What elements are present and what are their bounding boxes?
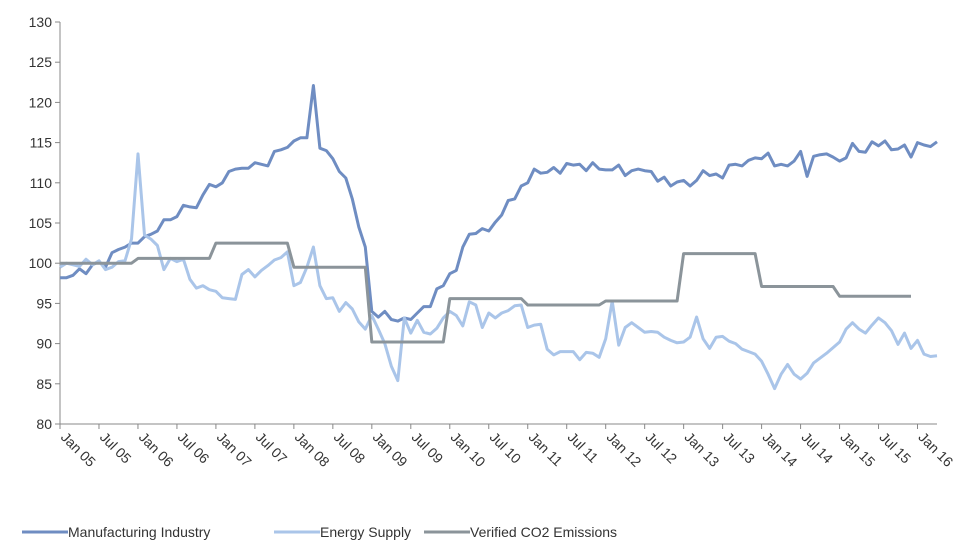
series-line [59, 152, 938, 391]
x-tick-label: Jan 11 [526, 429, 566, 469]
legend-label: Manufacturing Industry [68, 524, 210, 540]
y-tick-label: 85 [36, 376, 52, 392]
x-tick-label: Jul 15 [876, 429, 914, 467]
y-tick-label: 115 [30, 135, 53, 151]
y-tick-label: 125 [29, 54, 53, 70]
x-tick-label: Jul 07 [253, 429, 291, 467]
legend-label: Verified CO2 Emissions [470, 524, 617, 540]
x-tick-label: Jan 16 [915, 429, 956, 470]
series-line [60, 241, 911, 344]
x-tick-label: Jul 13 [721, 429, 759, 467]
y-tick-label: 120 [29, 94, 53, 110]
legend-label: Energy Supply [320, 524, 411, 540]
x-tick-label: Jan 13 [682, 429, 723, 470]
x-tick-label: Jul 09 [409, 429, 447, 467]
x-tick-label: Jul 05 [97, 429, 135, 467]
x-tick-label: Jul 12 [643, 429, 681, 467]
series-line [60, 84, 938, 323]
x-tick-label: Jan 15 [837, 429, 878, 470]
x-tick-label: Jan 10 [448, 429, 489, 470]
x-tick-label: Jan 06 [136, 429, 177, 470]
x-tick-label: Jan 12 [604, 429, 645, 470]
y-tick-label: 90 [36, 336, 52, 352]
y-tick-label: 105 [29, 215, 53, 231]
y-tick-label: 80 [36, 416, 52, 432]
x-tick-label: Jul 14 [798, 429, 836, 467]
y-tick-label: 130 [29, 14, 53, 30]
x-tick-label: Jan 14 [759, 429, 800, 470]
x-tick-label: Jul 08 [331, 429, 369, 467]
x-tick-label: Jan 08 [292, 429, 333, 470]
x-tick-label: Jan 05 [58, 429, 99, 470]
x-tick-label: Jul 10 [487, 429, 525, 467]
y-tick-label: 110 [30, 175, 53, 191]
x-tick-label: Jan 07 [214, 429, 255, 470]
x-tick-label: Jul 11 [565, 429, 602, 466]
y-tick-label: 100 [29, 255, 53, 271]
x-tick-label: Jul 06 [175, 429, 213, 467]
y-tick-label: 95 [36, 295, 52, 311]
x-tick-label: Jan 09 [370, 429, 411, 470]
